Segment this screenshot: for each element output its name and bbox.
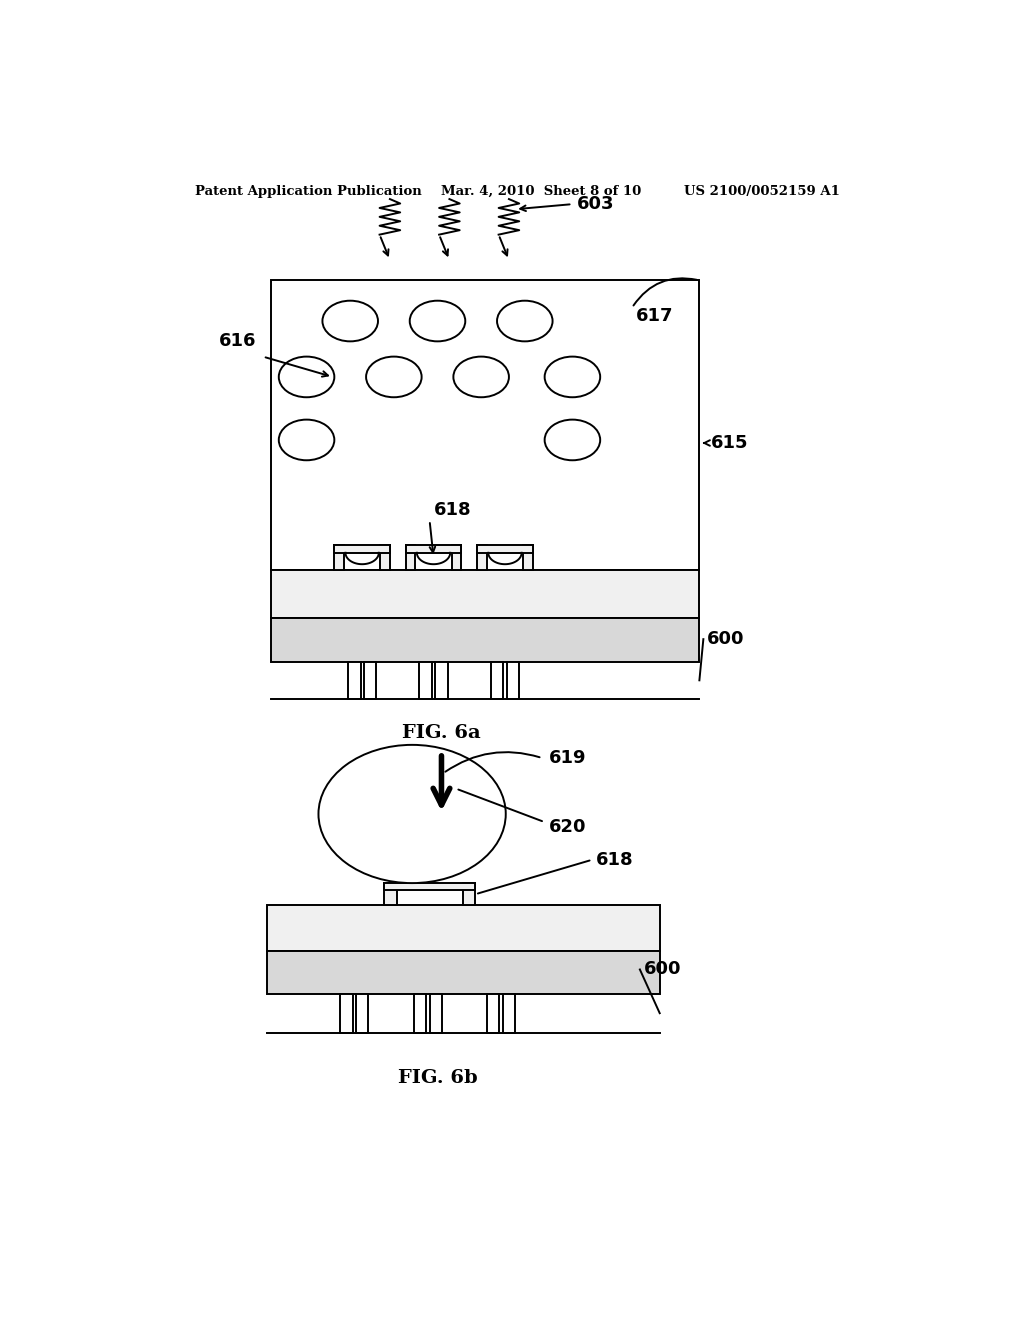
Polygon shape	[503, 994, 515, 1032]
Text: FIG. 6a: FIG. 6a	[402, 723, 481, 742]
Polygon shape	[267, 906, 659, 952]
Text: 615: 615	[712, 434, 749, 451]
Polygon shape	[507, 661, 519, 700]
Polygon shape	[355, 994, 369, 1032]
Polygon shape	[267, 952, 659, 994]
Polygon shape	[364, 661, 377, 700]
Polygon shape	[270, 570, 699, 618]
Polygon shape	[435, 661, 447, 700]
Text: 603: 603	[577, 195, 613, 213]
Polygon shape	[384, 883, 396, 906]
Polygon shape	[452, 545, 462, 570]
Polygon shape	[419, 661, 432, 700]
Polygon shape	[340, 994, 352, 1032]
Polygon shape	[523, 545, 532, 570]
Text: 618: 618	[596, 850, 634, 869]
Polygon shape	[380, 545, 390, 570]
Polygon shape	[430, 994, 442, 1032]
Text: Patent Application Publication: Patent Application Publication	[196, 185, 422, 198]
Polygon shape	[334, 545, 390, 553]
Text: Mar. 4, 2010  Sheet 8 of 10: Mar. 4, 2010 Sheet 8 of 10	[441, 185, 642, 198]
Polygon shape	[406, 545, 416, 570]
Polygon shape	[477, 545, 532, 553]
Text: 616: 616	[219, 333, 257, 350]
Polygon shape	[414, 994, 426, 1032]
Polygon shape	[334, 545, 344, 570]
Polygon shape	[348, 661, 360, 700]
Polygon shape	[406, 545, 462, 553]
Polygon shape	[463, 883, 475, 906]
Polygon shape	[270, 618, 699, 661]
Text: 600: 600	[644, 961, 681, 978]
Text: FIG. 6b: FIG. 6b	[397, 1069, 477, 1088]
Text: 618: 618	[433, 502, 471, 519]
Ellipse shape	[318, 744, 506, 883]
Text: 600: 600	[708, 630, 744, 648]
Polygon shape	[490, 661, 504, 700]
Text: US 2100/0052159 A1: US 2100/0052159 A1	[684, 185, 840, 198]
Text: 617: 617	[636, 308, 674, 325]
Polygon shape	[384, 883, 475, 890]
Polygon shape	[477, 545, 486, 570]
Text: 620: 620	[549, 818, 586, 836]
Text: 619: 619	[549, 748, 586, 767]
Polygon shape	[486, 994, 500, 1032]
